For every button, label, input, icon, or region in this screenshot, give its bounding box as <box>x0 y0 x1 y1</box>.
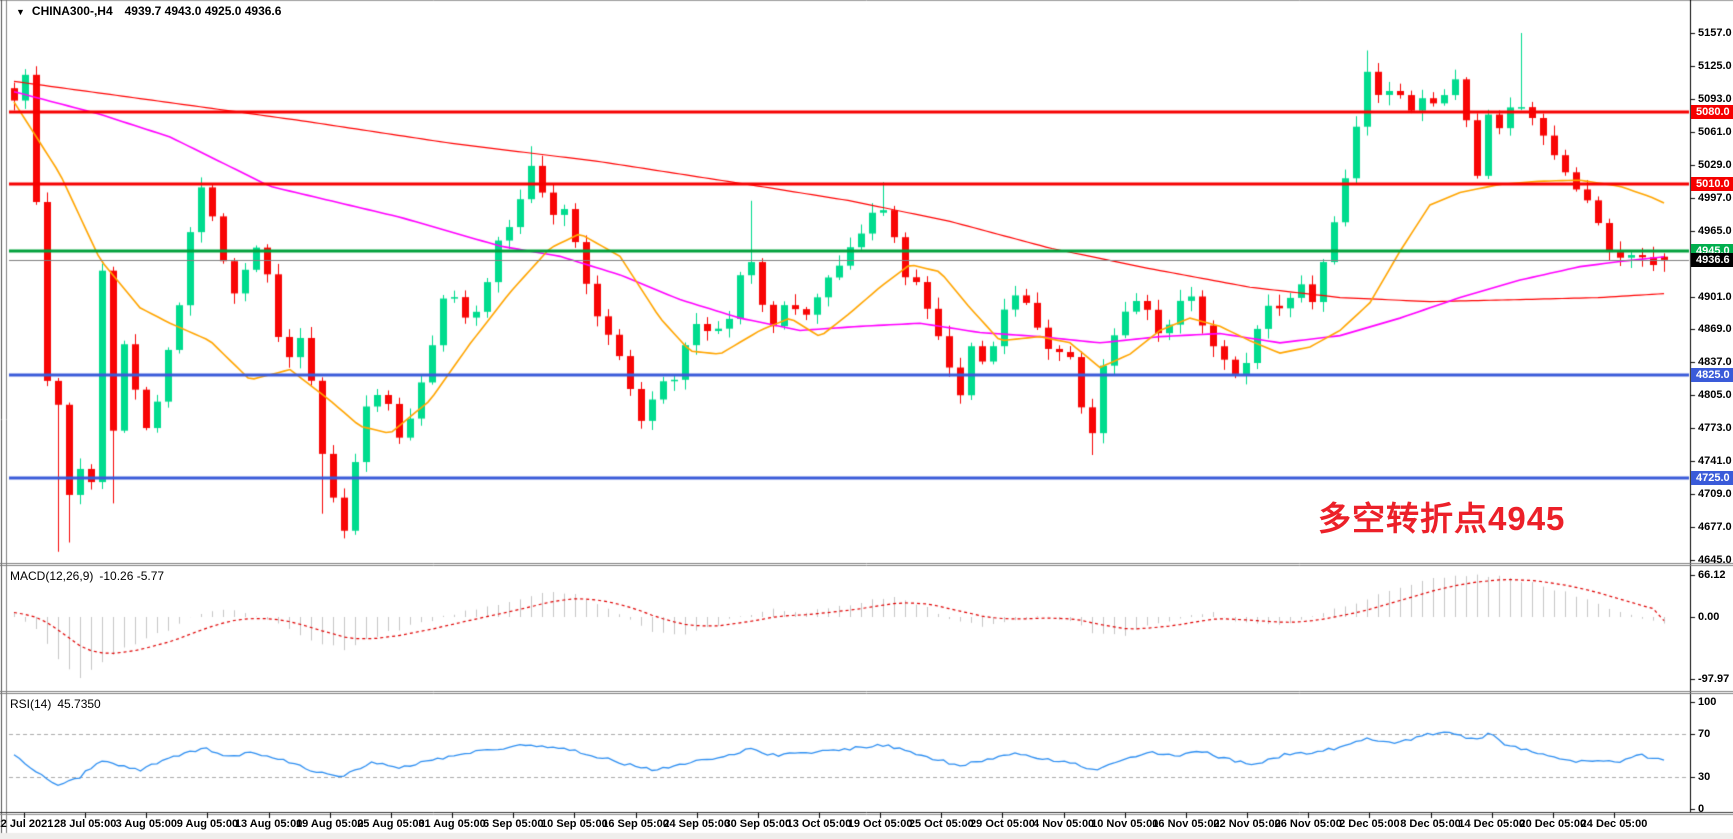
symbol-dropdown-icon[interactable]: ▼ <box>16 7 25 17</box>
